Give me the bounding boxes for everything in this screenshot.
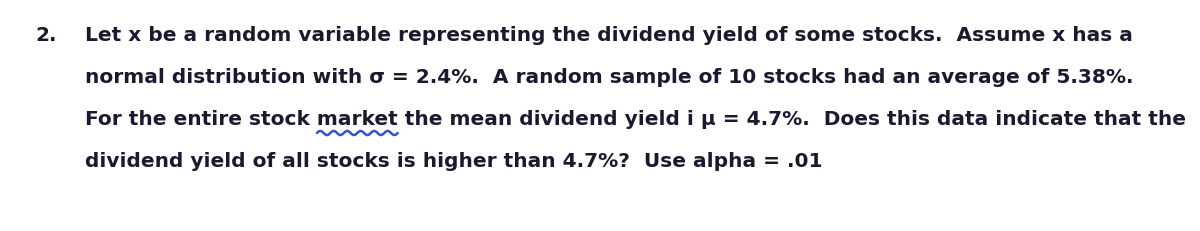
Text: normal distribution with σ = 2.4%.  A random sample of 10 stocks had an average : normal distribution with σ = 2.4%. A ran… bbox=[85, 68, 1134, 87]
Text: For the entire stock market the mean dividend yield i μ = 4.7%.  Does this data : For the entire stock market the mean div… bbox=[85, 110, 1186, 129]
Text: Let x be a random variable representing the dividend yield of some stocks.  Assu: Let x be a random variable representing … bbox=[85, 26, 1133, 45]
Text: For the entire stock: For the entire stock bbox=[85, 110, 317, 129]
Text: 2.: 2. bbox=[35, 26, 56, 45]
Text: dividend yield of all stocks is higher than 4.7%?  Use alpha = .01: dividend yield of all stocks is higher t… bbox=[85, 152, 822, 171]
Text: For the entire stock market: For the entire stock market bbox=[85, 110, 397, 129]
